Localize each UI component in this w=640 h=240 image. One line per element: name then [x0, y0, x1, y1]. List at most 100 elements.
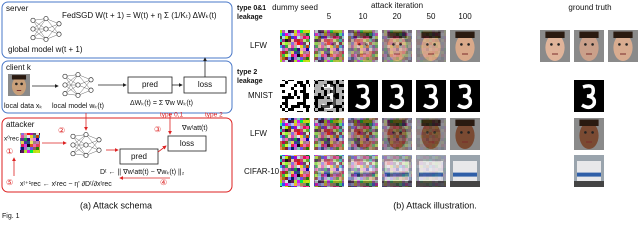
- server-formula: FedSGD W(t + 1) = W(t) + η Σ (1/Kₜ) ΔWₖ(…: [62, 11, 217, 20]
- face-eye: [591, 43, 594, 46]
- face-skin: [579, 34, 599, 62]
- face-hair: [387, 119, 407, 126]
- truck: [314, 155, 344, 187]
- truck-base: [416, 181, 446, 187]
- seed-noise: [314, 30, 344, 62]
- truck-base: [450, 181, 480, 187]
- face-eye: [584, 131, 587, 134]
- face-hair: [387, 31, 407, 38]
- type2: type 2: [205, 112, 223, 119]
- face-hair: [319, 119, 339, 126]
- type01-line1: type 0&1: [237, 5, 266, 12]
- face-eye: [550, 43, 553, 46]
- truck-body: [453, 161, 477, 181]
- global-model: global model w(t + 1): [8, 45, 83, 54]
- face-skin: [353, 34, 373, 62]
- face-eye: [426, 131, 429, 134]
- distance: Dᵗ ← || ∇wᵗatt(t) − ∇wₖ(t) ||₂: [100, 168, 185, 176]
- attacker-pred: pred: [131, 152, 147, 161]
- face-skin: [319, 122, 339, 150]
- face-eye: [399, 43, 402, 46]
- truck-body: [351, 161, 375, 181]
- type01-line2: leakage: [237, 14, 263, 21]
- truck-base: [382, 181, 412, 187]
- face-skin: [421, 34, 441, 62]
- local-data: local data xₖ: [4, 103, 42, 110]
- face-skin: [455, 122, 475, 150]
- digit-stroke: [457, 84, 473, 109]
- digit-stroke: [581, 84, 597, 109]
- iteration-label: 100: [458, 12, 472, 21]
- face: [382, 118, 412, 150]
- iteration-header: attack iteration: [371, 1, 423, 10]
- digit-stroke: [423, 84, 439, 109]
- type01: type 0,1: [160, 112, 184, 119]
- face-skin: [11, 76, 27, 96]
- face-eye: [358, 131, 361, 134]
- face-skin: [387, 122, 407, 150]
- face: [574, 118, 604, 150]
- seed-noise: [314, 155, 344, 187]
- truck-stripe: [351, 172, 375, 177]
- face-hair: [455, 119, 475, 126]
- face-hair: [579, 31, 599, 38]
- seed-noise: [280, 30, 310, 62]
- face-eye: [392, 131, 395, 134]
- truck-body: [385, 161, 409, 181]
- digit-stroke: [389, 84, 405, 109]
- type2-line2: leakage: [237, 78, 263, 85]
- truck-stripe: [317, 172, 341, 177]
- loss: loss: [198, 80, 212, 89]
- server-box: [1, 1, 233, 59]
- face-hair: [421, 119, 441, 126]
- truck-base: [314, 181, 344, 187]
- row-label: LFW: [250, 129, 267, 138]
- face: [450, 30, 480, 62]
- face-skin: [421, 122, 441, 150]
- face: [416, 118, 446, 150]
- truck-stripe: [577, 172, 601, 177]
- face-eye: [467, 131, 470, 134]
- face-eye: [15, 82, 18, 86]
- face-eye: [433, 43, 436, 46]
- face-eye: [618, 43, 621, 46]
- seed-noise: [314, 118, 344, 150]
- row-label: LFW: [250, 41, 267, 50]
- truck-base: [348, 181, 378, 187]
- face-bg: [314, 118, 344, 150]
- truck: [450, 155, 480, 187]
- seed-noise: [280, 80, 310, 112]
- face-hair: [353, 31, 373, 38]
- truck-body: [419, 161, 443, 181]
- face-eye: [460, 131, 463, 134]
- face-eye: [365, 131, 368, 134]
- seed-noise: [280, 118, 310, 150]
- face: [314, 118, 344, 150]
- digit-stroke: [321, 84, 337, 109]
- face-eye: [625, 43, 628, 46]
- truck-body: [577, 161, 601, 181]
- attacker-grad: ∇wᵗatt(t): [181, 124, 208, 132]
- global-net: [30, 16, 62, 42]
- face-skin: [455, 34, 475, 62]
- local-net: [62, 72, 94, 98]
- truck: [416, 155, 446, 187]
- face: [8, 74, 30, 96]
- face-eye: [557, 43, 560, 46]
- seed-noise: [314, 80, 344, 112]
- iteration-label: 50: [427, 12, 436, 21]
- row-label: MNIST: [248, 91, 273, 100]
- truck-base: [574, 181, 604, 187]
- face: [450, 118, 480, 150]
- seed-update: xᵗ⁺¹rec ← xᵗrec − η' ∂Dᵗ/∂xᵗrec: [20, 181, 112, 188]
- face: [382, 30, 412, 62]
- truck: [574, 155, 604, 187]
- face-hair: [455, 31, 475, 38]
- step2: ②: [58, 126, 65, 135]
- seed-label: x⁰rec: [4, 135, 20, 143]
- face-eye: [467, 43, 470, 46]
- arrow: [157, 145, 167, 153]
- truck-stripe: [453, 172, 477, 177]
- face: [314, 30, 344, 62]
- figure-label: Fig. 1: [2, 213, 20, 220]
